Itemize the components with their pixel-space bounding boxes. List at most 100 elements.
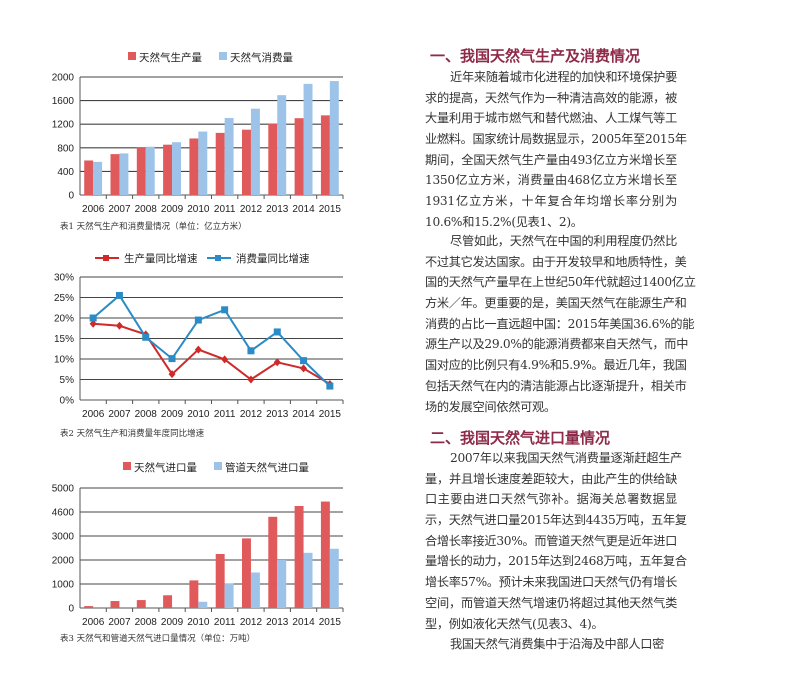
square-marker	[142, 333, 150, 341]
paragraph-line: 2007年以来我国天然气消费量逐渐赶超生产	[450, 451, 682, 465]
y-tick-label: 800	[57, 143, 74, 154]
legend-swatch	[123, 462, 131, 470]
bar-blue	[303, 83, 313, 195]
y-tick-label: 400	[57, 167, 74, 178]
diamond-marker	[221, 355, 229, 364]
square-marker	[168, 355, 176, 363]
paragraph-line: 方米／年。更重要的是，美国天然气在能源生产和	[425, 296, 687, 311]
x-tick-label: 2008	[135, 204, 158, 215]
x-tick-label: 2008	[135, 409, 158, 420]
bar-blue	[172, 142, 181, 195]
bar-red	[84, 160, 94, 195]
y-tick-label: 3000	[52, 532, 75, 543]
paragraph-line: 10.6%和15.2%(见表1、2)。	[425, 214, 583, 229]
square-marker	[194, 316, 202, 324]
bar-blue	[145, 146, 155, 195]
legend-swatch	[219, 52, 227, 60]
paragraph-line: 量，并且增长速度差距较大，由此产生的供给缺	[425, 471, 677, 486]
bar-blue	[224, 118, 234, 195]
paragraph-line: 包括天然气在内的清洁能源占比逐渐提升，相关市	[425, 378, 687, 393]
x-tick-label: 2006	[82, 204, 105, 215]
y-tick-label: 25%	[54, 293, 74, 304]
x-tick-label: 2011	[214, 617, 236, 628]
y-tick-label: 1600	[52, 96, 75, 107]
y-tick-label: 15%	[54, 334, 74, 345]
bar-red	[242, 538, 251, 608]
bar-blue	[250, 572, 260, 608]
paragraph-line: 业燃料。国家统计局数据显示，2005年至2015年	[425, 132, 687, 147]
x-tick-label: 2013	[266, 617, 289, 628]
paragraph-line: 求的提高，天然气作为一种清洁高效的能源，被	[425, 90, 677, 105]
bar-blue	[329, 81, 339, 195]
legend-label: 管道天然气进口量	[225, 461, 309, 474]
x-tick-label: 2014	[292, 617, 315, 628]
diamond-marker	[115, 321, 123, 330]
y-tick-label: 5000	[52, 484, 75, 495]
paragraph-line: 不过其它发达国家。由于开发较早和地质特性，美	[425, 254, 687, 269]
y-tick-label: 0	[68, 604, 74, 615]
paragraph-4: 我国天然气消费集中于沿海及中部人口密	[425, 634, 677, 655]
legend-marker	[103, 255, 109, 261]
y-tick-label: 0%	[60, 396, 75, 407]
paragraph-line: 期间，全国天然气生产量由493亿立方米增长至	[425, 152, 677, 167]
y-tick-label: 20%	[54, 314, 74, 325]
series-line	[93, 322, 331, 385]
legend-swatch	[128, 52, 136, 60]
paragraph-3: 2007年以来我国天然气消费量逐渐赶超生产量，并且增长速度差距较大，由此产生的供…	[425, 448, 687, 634]
diamond-marker	[168, 370, 176, 379]
x-tick-label: 2011	[214, 204, 236, 215]
x-tick-label: 2010	[187, 204, 210, 215]
x-tick-label: 2012	[240, 204, 263, 215]
y-tick-label: 2000	[52, 556, 75, 567]
x-tick-label: 2011	[214, 409, 236, 420]
bar-red	[320, 501, 330, 608]
bar-red	[242, 129, 251, 195]
y-tick-label: 1200	[52, 120, 75, 131]
square-marker	[300, 357, 308, 365]
x-tick-label: 2014	[292, 204, 315, 215]
paragraph-line: 量增长的动力，2015年达到2468万吨，五年复合	[425, 554, 687, 569]
bar-red	[110, 154, 120, 195]
bar-red	[110, 601, 120, 608]
legend-label: 天然气消费量	[230, 51, 293, 64]
square-marker	[89, 314, 97, 322]
x-tick-label: 2006	[82, 617, 105, 628]
paragraph-line: 增长率57%。预计未来我国进口天然气仍有增长	[425, 575, 678, 590]
x-tick-label: 2012	[240, 617, 263, 628]
square-marker	[115, 291, 123, 299]
y-tick-label: 10%	[54, 355, 74, 366]
x-tick-label: 2015	[319, 204, 342, 215]
legend-label: 生产量同比增速	[124, 252, 198, 265]
paragraph-line: 示，天然气进口量2015年达到4435万吨，五年复	[425, 513, 687, 528]
y-tick-label: 5%	[60, 375, 75, 386]
x-tick-label: 2009	[161, 617, 184, 628]
bar-red	[294, 118, 304, 195]
paragraph-line: 消费的占比一直远超中国：2015年美国36.6%的能	[425, 316, 695, 331]
paragraph-line: 近年来随着城市化进程的加快和环境保护要	[450, 70, 677, 84]
bar-red	[189, 138, 199, 195]
legend-swatch	[214, 462, 222, 470]
paragraph-line: 国的天然气产量早在上世纪50年代就超过1400亿立	[425, 275, 696, 290]
bar-blue	[277, 560, 287, 608]
bar-blue	[198, 131, 208, 195]
bar-blue	[250, 108, 260, 195]
paragraph-line: 大量利用于城市燃气和替代燃油、人工煤气等工	[425, 111, 677, 126]
paragraph-line: 空间，而管道天然气增速仍将超过其他天然气类	[425, 595, 677, 610]
square-marker	[273, 328, 281, 336]
y-tick-label: 2000	[52, 73, 75, 84]
paragraph-line: 口主要由进口天然气弥补。据海关总署数据显	[425, 492, 677, 507]
x-tick-label: 2010	[187, 617, 210, 628]
chart2-caption: 表2 天然气生产和消费量年度同比增速	[60, 429, 205, 439]
bar-blue	[93, 161, 103, 195]
legend-marker	[215, 255, 221, 261]
bar-red	[215, 132, 225, 195]
x-tick-label: 2013	[266, 409, 289, 420]
y-tick-label: 4600	[52, 508, 75, 519]
bar-blue	[198, 601, 208, 608]
series-line	[92, 293, 331, 387]
legend-label: 消费量同比增速	[236, 252, 310, 265]
bar-red	[163, 144, 173, 195]
bar-red	[320, 115, 330, 195]
bar-red	[294, 506, 304, 608]
